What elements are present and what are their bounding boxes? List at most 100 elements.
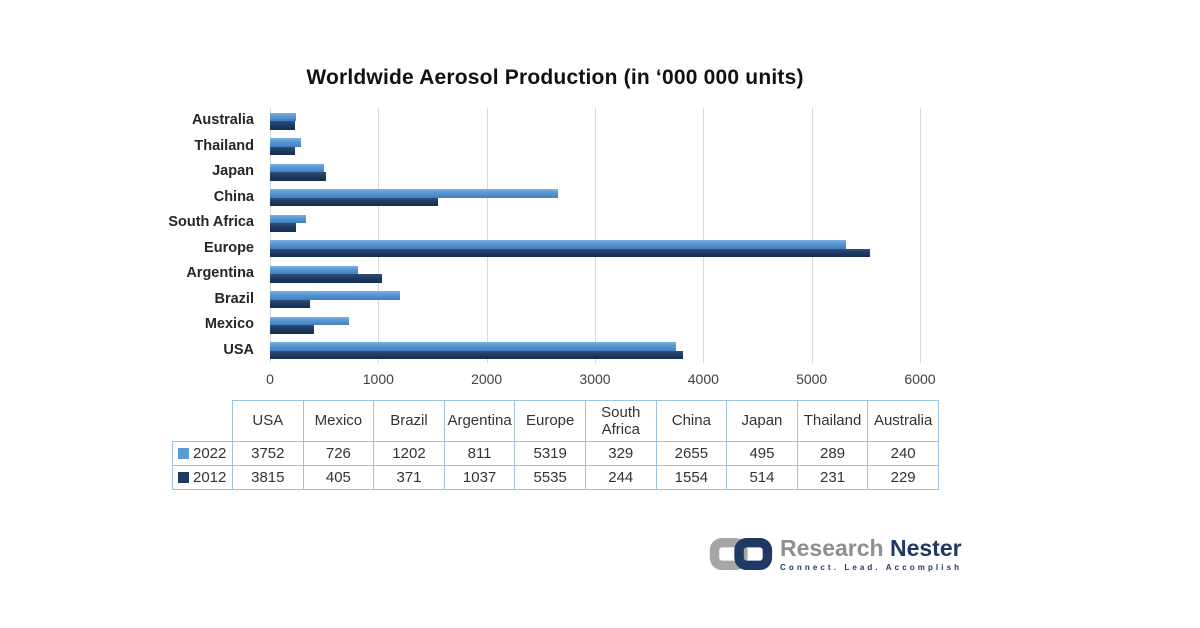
- bar-2022-brazil: [270, 291, 401, 300]
- bar-2022-thailand: [270, 138, 302, 147]
- y-label-usa: USA: [223, 341, 254, 358]
- value-2012-mexico: 405: [302, 465, 375, 490]
- chart-title: Worldwide Aerosol Production (in ‘000 00…: [306, 66, 804, 89]
- y-label-australia: Australia: [191, 112, 254, 128]
- value-2012-australia: 229: [867, 465, 939, 490]
- value-2022-china: 2655: [655, 441, 728, 466]
- bar-2012-thailand: [270, 146, 296, 155]
- bar-2012-brazil: [270, 299, 311, 308]
- table-header-usa: USA: [232, 400, 304, 442]
- value-2012-brazil: 371: [373, 465, 445, 490]
- value-2012-japan: 514: [726, 465, 798, 490]
- y-label-brazil: Brazil: [214, 290, 255, 307]
- category-row-mexico: [270, 312, 920, 338]
- legend-swatch-2022: [178, 448, 189, 459]
- bar-2012-australia: [270, 121, 295, 130]
- bar-2022-usa: [270, 342, 677, 351]
- x-tick-label-0: 0: [266, 371, 274, 387]
- x-tick-label-3000: 3000: [579, 371, 611, 387]
- category-row-europe: [270, 236, 920, 262]
- logo-brand-primary: Research: [780, 535, 884, 561]
- bar-2022-south-africa: [270, 214, 306, 223]
- value-2022-south-africa: 329: [584, 441, 657, 466]
- data-table: USA Mexico Brazil Argentina Europe South Afri…: [172, 400, 939, 490]
- bar-2022-europe: [270, 240, 847, 249]
- x-tick-label-5000: 5000: [796, 371, 828, 387]
- logo-brand-secondary: Nester: [889, 535, 962, 561]
- bar-2012-china: [270, 197, 439, 206]
- table-header-south-africa: South Africa: [584, 400, 657, 442]
- table-header-thailand: Thailand: [796, 400, 869, 442]
- gridline-0: [270, 108, 271, 363]
- gridline-3000: [595, 108, 596, 363]
- value-2012-thailand: 231: [796, 465, 869, 490]
- bar-2022-japan: [270, 163, 324, 172]
- category-row-japan: [270, 159, 920, 185]
- x-axis-labels: 0 1000 2000 3000 4000 5000 6000: [266, 371, 935, 391]
- y-label-south-africa: South Africa: [168, 214, 254, 230]
- bar-2012-mexico: [270, 325, 314, 334]
- table-row-2022: 2022 3752 726 1202 811 5319 329 2655 495 289 240: [172, 441, 939, 466]
- value-2012-south-africa: 244: [584, 465, 657, 490]
- table-corner-cell: [173, 401, 233, 442]
- y-label-argentina: Argentina: [186, 265, 254, 281]
- y-label-mexico: Mexico: [204, 316, 254, 332]
- x-tick-label-6000: 6000: [904, 371, 936, 387]
- gridline-1000: [378, 108, 380, 363]
- logo-brand-name: Research Nester: [780, 536, 962, 560]
- bar-2012-south-africa: [270, 223, 297, 232]
- value-2022-brazil: 1202: [373, 441, 445, 466]
- value-2022-japan: 495: [726, 441, 798, 466]
- bar-2022-argentina: [270, 265, 358, 274]
- value-2022-usa: 3752: [232, 441, 304, 466]
- category-row-usa: [270, 338, 920, 364]
- gridline-6000: [920, 108, 921, 363]
- value-2022-mexico: 726: [302, 441, 375, 466]
- gridline-4000: [703, 108, 705, 363]
- table-header-argentina: Argentina: [443, 400, 516, 442]
- y-axis-labels: Australia Thailand Japan China South Africa E…: [40, 108, 262, 363]
- table-header-row: USA Mexico Brazil Argentina Europe South Afri…: [173, 400, 939, 442]
- bar-2012-japan: [270, 172, 326, 181]
- table-header-australia: Australia: [867, 400, 939, 442]
- x-tick-label-1000: 1000: [362, 371, 394, 387]
- plot-area: [270, 108, 921, 364]
- bar-2012-usa: [270, 350, 684, 359]
- bar-2012-europe: [270, 248, 870, 257]
- gridline-5000: [811, 108, 813, 363]
- bar-2022-china: [270, 189, 558, 198]
- legend-swatch-2012: [178, 472, 189, 483]
- value-2012-europe: 5535: [514, 465, 586, 490]
- table-header-japan: Japan: [726, 400, 798, 442]
- table-header-brazil: Brazil: [373, 400, 445, 442]
- category-row-china: [270, 185, 920, 211]
- y-label-china: China: [213, 188, 254, 205]
- y-label-europe: Europe: [204, 239, 254, 256]
- brand-logo: Research Nester Connect. Lead. Accomplis…: [706, 532, 962, 576]
- table-header-europe: Europe: [514, 400, 586, 442]
- category-row-brazil: [270, 287, 920, 313]
- bar-2012-argentina: [270, 274, 383, 283]
- value-2012-china: 1554: [655, 465, 728, 490]
- value-2012-usa: 3815: [232, 465, 304, 490]
- value-2022-argentina: 811: [443, 441, 516, 466]
- table-header-mexico: Mexico: [302, 400, 375, 442]
- category-row-thailand: [270, 134, 920, 160]
- y-label-japan: Japan: [212, 163, 254, 179]
- legend-cell-2022: 2022: [172, 441, 233, 466]
- category-row-australia: [270, 108, 920, 134]
- x-tick-label-2000: 2000: [471, 371, 503, 387]
- table-header-china: China: [655, 400, 728, 442]
- y-label-thailand: Thailand: [194, 137, 254, 154]
- value-2022-australia: 240: [867, 441, 939, 466]
- table-row-2012: 2012 3815 405 371 1037 5535 244 1554 514 231 229: [172, 465, 939, 490]
- x-tick-label-4000: 4000: [687, 371, 719, 387]
- logo-tagline: Connect. Lead. Accomplish: [780, 563, 963, 572]
- bar-2022-australia: [270, 112, 296, 121]
- bar-2022-mexico: [270, 316, 349, 325]
- category-row-south-africa: [270, 210, 920, 236]
- value-2022-thailand: 289: [796, 441, 869, 466]
- value-2022-europe: 5319: [514, 441, 586, 466]
- gridline-2000: [486, 108, 488, 363]
